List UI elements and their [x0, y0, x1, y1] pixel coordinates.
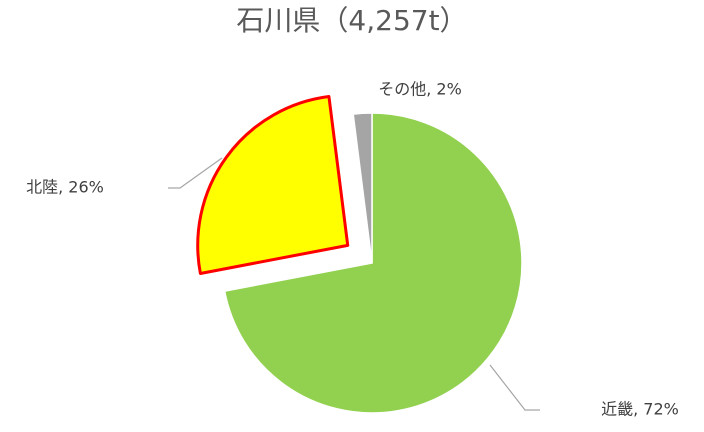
- chart-title: 石川県（4,257t）: [236, 4, 467, 37]
- leader-line: [489, 364, 540, 411]
- data-label: 近畿, 72%: [601, 400, 679, 419]
- pie-slice: [196, 95, 350, 275]
- data-label: その他, 2%: [378, 80, 462, 99]
- data-label: 北陸, 26%: [26, 178, 104, 197]
- pie-slice: [223, 112, 523, 414]
- pie-slice: [352, 112, 373, 264]
- leader-line: [168, 157, 223, 189]
